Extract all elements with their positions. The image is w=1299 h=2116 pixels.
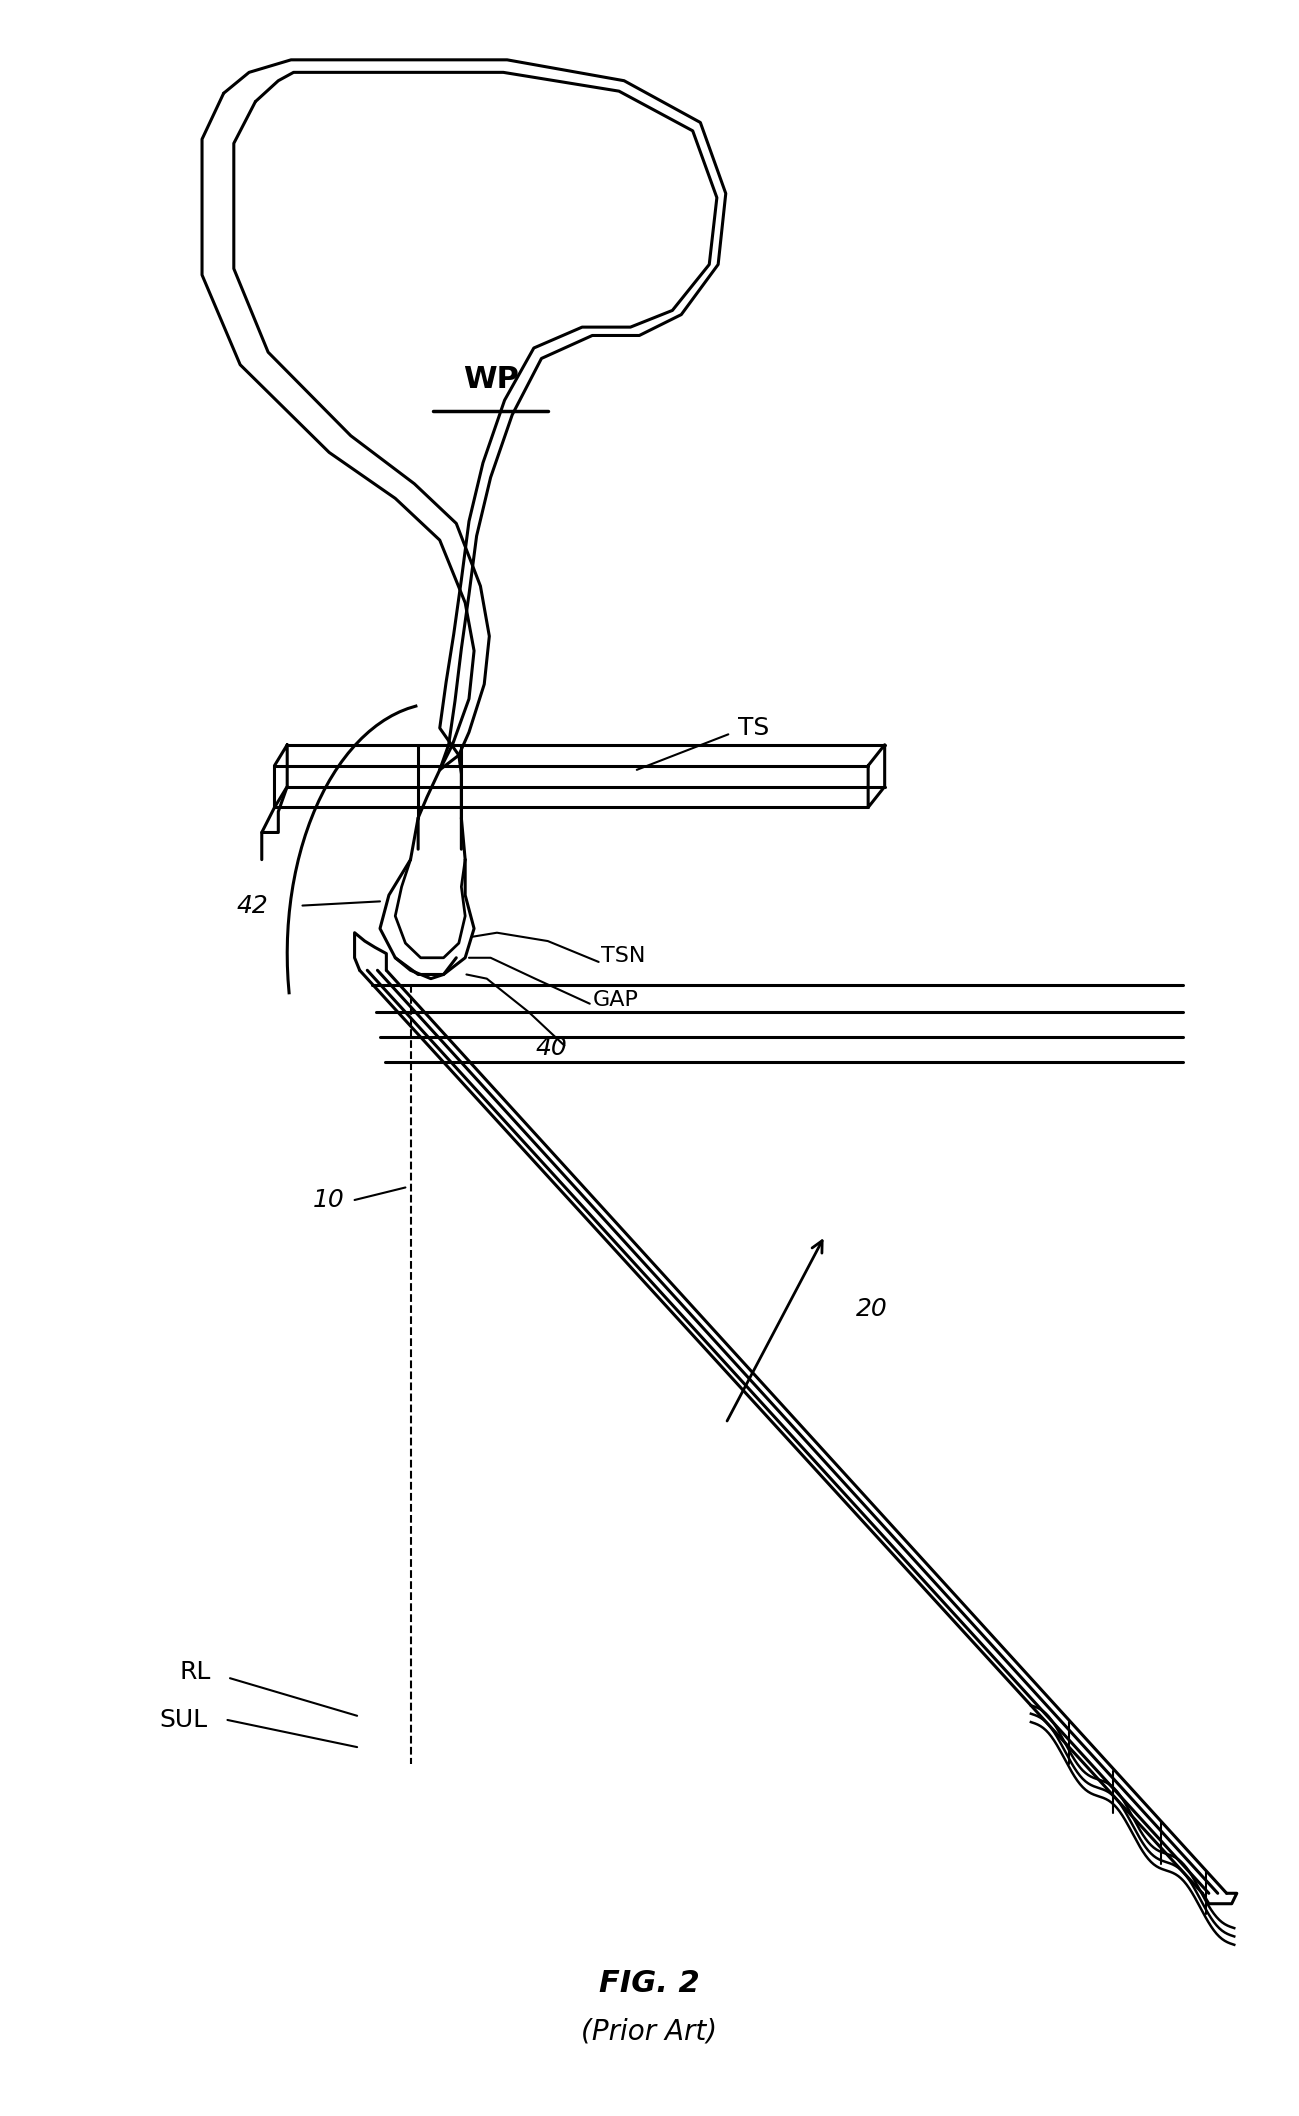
Text: TS: TS (739, 715, 770, 741)
Text: 40: 40 (535, 1035, 566, 1060)
Text: SUL: SUL (158, 1708, 207, 1733)
Text: 42: 42 (236, 893, 268, 918)
Text: 10: 10 (313, 1187, 344, 1212)
Text: GAP: GAP (592, 990, 638, 1009)
Text: TSN: TSN (601, 946, 646, 965)
Text: (Prior Art): (Prior Art) (582, 2017, 717, 2044)
Text: RL: RL (179, 1659, 210, 1684)
Text: FIG. 2: FIG. 2 (599, 1968, 700, 1998)
Text: 20: 20 (856, 1297, 887, 1320)
Text: WP: WP (462, 364, 518, 394)
